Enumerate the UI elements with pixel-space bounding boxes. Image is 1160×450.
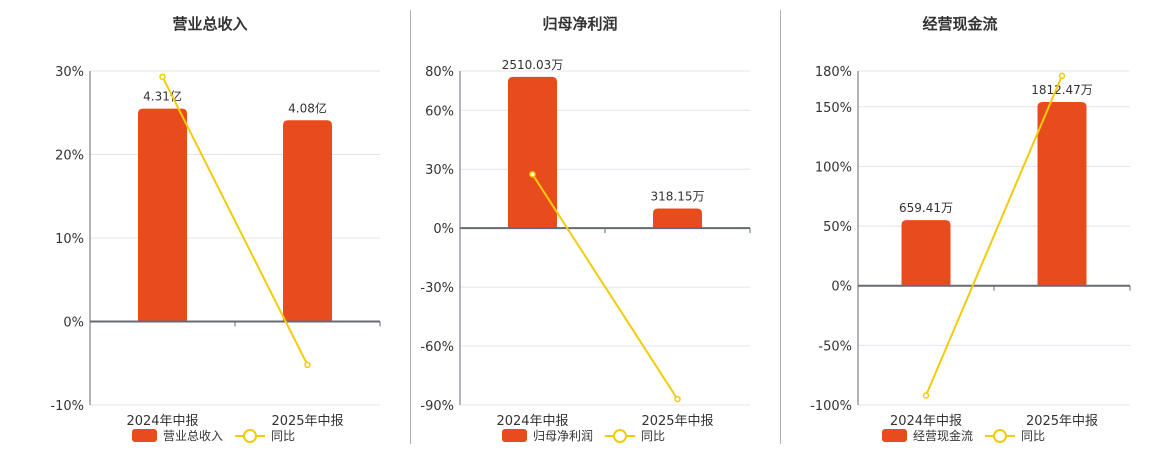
yoy-line: [925, 75, 1063, 396]
chart-title: 营业总收入: [172, 15, 248, 33]
chart-net-profit: 80% 60% 30% 0% -30% -60% -90% 2510.03万 2024年中报 31…: [420, 58, 751, 429]
yoy-point: [1058, 72, 1066, 80]
bar-value-label: 4.08亿: [288, 100, 327, 115]
legend-line-label[interactable]: 同比: [1021, 429, 1046, 443]
legend-bar-swatch[interactable]: [132, 429, 157, 442]
x-tick-label: 2024年中报: [890, 414, 962, 429]
y-tick-label: 0%: [831, 280, 852, 295]
bar-value-label: 2510.03万: [502, 58, 564, 72]
y-tick-label: 50%: [823, 220, 852, 235]
legend: 归母净利润 同比: [502, 427, 665, 444]
chart-panel-net-profit: 归母净利润 80% 60% 30% 0% -30% -60% -90% 2510.03万 202…: [420, 15, 751, 444]
legend-line-swatch[interactable]: [985, 428, 1016, 443]
y-tick-label: -10%: [50, 399, 84, 414]
bar: [508, 76, 557, 229]
y-tick-label: 0%: [63, 316, 84, 331]
legend-bar-swatch[interactable]: [502, 429, 527, 442]
y-tick-label: -100%: [810, 399, 852, 414]
yoy-point: [304, 361, 311, 369]
y-tick-label: 80%: [425, 65, 454, 80]
bar-value-label: 4.31亿: [143, 89, 182, 104]
bar-value-label: 318.15万: [651, 190, 705, 204]
y-tick-label: 20%: [55, 149, 84, 164]
y-tick-label: 60%: [425, 104, 454, 119]
bar: [901, 220, 951, 286]
yoy-line: [161, 76, 309, 366]
x-tick-label: 2024年中报: [126, 414, 198, 429]
chart-title: 经营现金流: [922, 15, 998, 33]
legend-bar-label[interactable]: 营业总收入: [163, 429, 224, 443]
y-tick-label: 30%: [55, 65, 84, 80]
yoy-point: [159, 73, 166, 81]
bar: [283, 120, 332, 322]
x-tick-label: 2025年中报: [271, 414, 343, 429]
legend-line-label[interactable]: 同比: [641, 429, 666, 443]
legend-bar-label[interactable]: 经营现金流: [913, 429, 974, 443]
y-tick-label: 100%: [815, 160, 852, 175]
y-tick-label: 0%: [433, 222, 454, 237]
y-tick-label: 10%: [55, 232, 84, 247]
bar: [138, 108, 187, 322]
legend: 营业总收入 同比: [132, 427, 295, 444]
bar: [653, 208, 702, 229]
x-tick-label: 2024年中报: [496, 414, 568, 429]
y-tick-label: -60%: [420, 340, 454, 355]
y-tick-label: 30%: [425, 163, 454, 178]
bar: [1037, 102, 1087, 286]
legend-bar-label[interactable]: 归母净利润: [533, 429, 594, 443]
y-tick-label: -50%: [818, 339, 852, 354]
yoy-point: [674, 395, 681, 403]
legend-line-swatch[interactable]: [235, 428, 266, 443]
legend: 经营现金流 同比: [882, 427, 1045, 444]
y-tick-label: -30%: [420, 281, 454, 296]
x-tick-label: 2025年中报: [641, 414, 713, 429]
bar-value-label: 659.41万: [899, 201, 953, 215]
yoy-point: [922, 392, 930, 399]
chart-panel-revenue: 营业总收入 30% 20% 10% 0% -10% 4.31亿 2024年中报 4.08亿 20…: [0, 0, 400, 450]
bar-value-label: 1812.47万: [1031, 83, 1093, 97]
legend-line-label[interactable]: 同比: [271, 429, 296, 443]
legend-bar-swatch[interactable]: [882, 429, 907, 442]
legend-line-swatch[interactable]: [605, 428, 636, 443]
yoy-line: [531, 173, 679, 400]
yoy-point: [529, 171, 536, 178]
panel-divider: [780, 10, 781, 444]
y-tick-label: -90%: [420, 399, 454, 414]
panel-divider: [410, 10, 411, 444]
x-tick-label: 2025年中报: [1026, 414, 1098, 429]
chart-revenue: 30% 20% 10% 0% -10% 4.31亿 2024年中报 4.08亿 2025年中报: [50, 65, 381, 429]
y-tick-label: 180%: [815, 65, 852, 80]
chart-title: 归母净利润: [542, 15, 618, 33]
y-tick-label: 150%: [815, 101, 852, 116]
